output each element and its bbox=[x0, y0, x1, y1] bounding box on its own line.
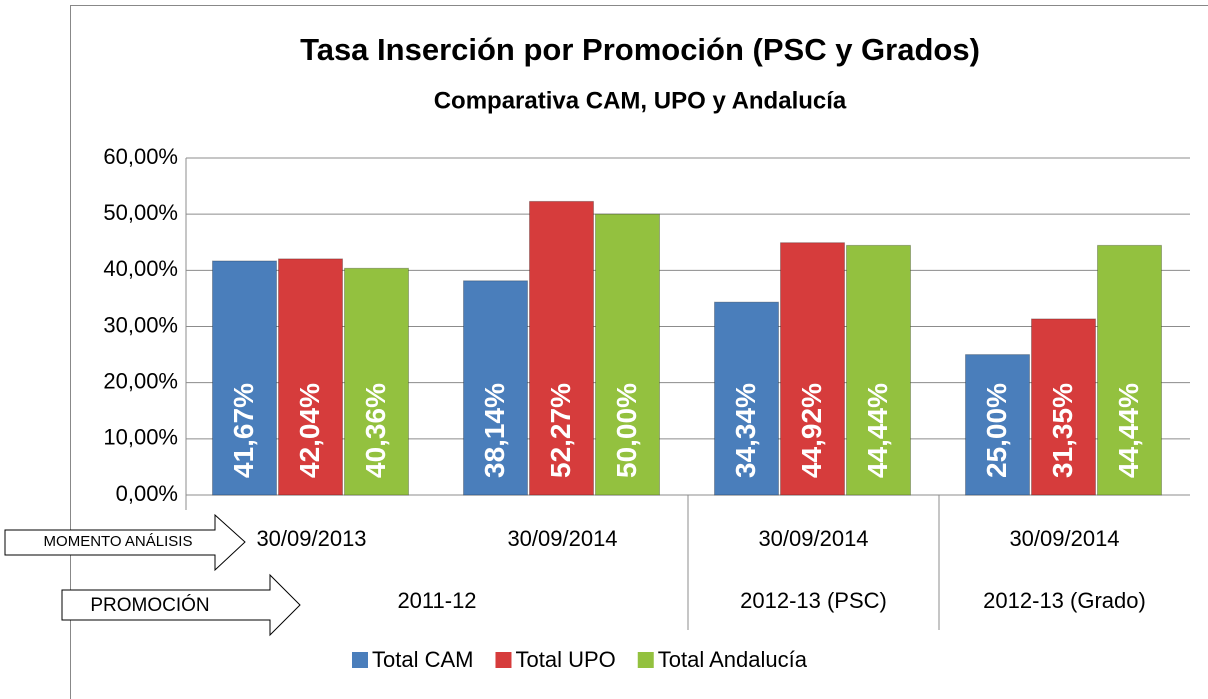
bar bbox=[595, 213, 660, 496]
y-tick-label: 50,00% bbox=[103, 200, 178, 225]
legend-label: Total Andalucía bbox=[658, 647, 808, 672]
chart-subtitle: Comparativa CAM, UPO y Andalucía bbox=[434, 87, 847, 114]
value-label: 52,27% bbox=[545, 383, 576, 478]
value-label: 44,44% bbox=[1113, 383, 1144, 478]
x-tick-label: 30/09/2013 bbox=[256, 526, 366, 551]
bar bbox=[344, 267, 409, 496]
legend-swatch bbox=[495, 652, 512, 668]
x-tick-label: 30/09/2014 bbox=[758, 526, 868, 551]
bar bbox=[278, 258, 343, 496]
bar bbox=[965, 354, 1030, 496]
y-tick-label: 0,00% bbox=[116, 481, 178, 506]
bar bbox=[1097, 244, 1162, 496]
group-label: 2012-13 (Grado) bbox=[983, 588, 1146, 613]
y-tick-label: 40,00% bbox=[103, 256, 178, 281]
annotation: PROMOCIÓN bbox=[90, 594, 209, 616]
bar bbox=[212, 260, 277, 496]
group-label: 2012-13 (PSC) bbox=[740, 588, 887, 613]
annotation: MOMENTO ANÁLISIS bbox=[44, 533, 193, 550]
legend-label: Total UPO bbox=[515, 647, 615, 672]
bar bbox=[1031, 318, 1096, 496]
legend-label: Total CAM bbox=[372, 647, 473, 672]
y-tick-label: 60,00% bbox=[103, 144, 178, 169]
value-label: 25,00% bbox=[981, 383, 1012, 478]
y-tick-label: 20,00% bbox=[103, 368, 178, 393]
x-tick-label: 30/09/2014 bbox=[1009, 526, 1119, 551]
bar bbox=[780, 242, 845, 496]
arrow bbox=[4, 513, 246, 572]
bar bbox=[714, 301, 779, 496]
x-tick-label: 30/09/2014 bbox=[507, 526, 617, 551]
bar bbox=[529, 200, 594, 496]
value-label: 41,67% bbox=[228, 383, 259, 478]
value-label: 31,35% bbox=[1047, 383, 1078, 478]
group-label: 2011-12 bbox=[397, 588, 476, 613]
legend-swatch bbox=[637, 652, 654, 668]
legend-swatch bbox=[352, 652, 368, 668]
value-label: 44,92% bbox=[796, 383, 827, 478]
arrow bbox=[61, 573, 301, 637]
value-label: 50,00% bbox=[611, 383, 642, 478]
value-label: 34,34% bbox=[730, 383, 761, 478]
value-label: 42,04% bbox=[294, 383, 325, 478]
value-label: 40,36% bbox=[360, 383, 391, 478]
bar bbox=[463, 280, 528, 496]
bar bbox=[846, 244, 911, 496]
y-tick-label: 10,00% bbox=[103, 425, 178, 450]
chart-title: Tasa Inserción por Promoción (PSC y Grad… bbox=[300, 32, 980, 67]
y-tick-label: 30,00% bbox=[103, 312, 178, 337]
value-label: 38,14% bbox=[479, 383, 510, 478]
value-label: 44,44% bbox=[862, 383, 893, 478]
